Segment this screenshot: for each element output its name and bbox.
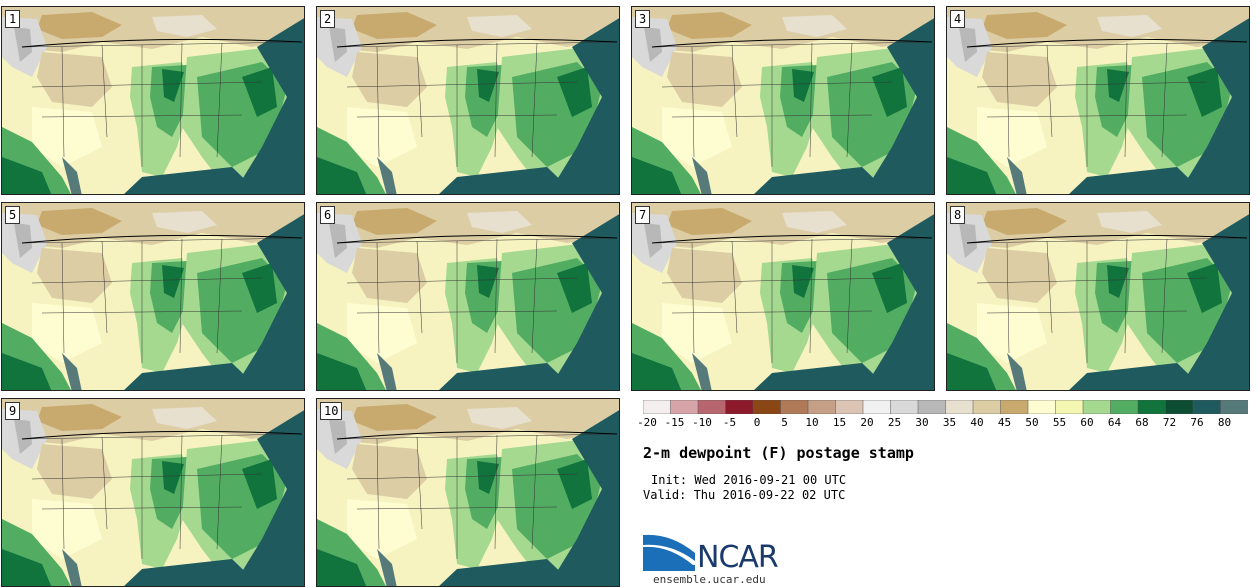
- init-time: Init: Wed 2016-09-21 00 UTC: [651, 473, 847, 487]
- colorbar-swatch: [725, 400, 754, 414]
- colorbar-swatch: [643, 400, 672, 414]
- member-map-10: 10: [316, 398, 620, 587]
- colorbar-tick-label: -15: [664, 416, 685, 429]
- colorbar-tick-label: 35: [942, 416, 957, 429]
- member-map-9: 9: [1, 398, 305, 587]
- member-number-label: 9: [5, 402, 21, 420]
- member-map-1: 1: [1, 6, 305, 195]
- member-map-6: 6: [316, 202, 620, 391]
- colorbar-tick-label: 5: [781, 416, 788, 429]
- colorbar-swatch: [862, 400, 892, 414]
- colorbar-tick-label: 10: [805, 416, 819, 429]
- colorbar-swatch: [945, 400, 974, 414]
- colorbar-tick-label: 55: [1052, 416, 1067, 429]
- member-map-2: 2: [316, 6, 620, 195]
- colorbar-tick-label: 72: [1162, 416, 1177, 429]
- colorbar-swatch: [1000, 400, 1029, 414]
- ncar-logo-icon: [643, 534, 695, 571]
- colorbar-swatch: [1027, 400, 1057, 414]
- colorbar-swatch: [1055, 400, 1084, 414]
- colorbar-swatch: [835, 400, 864, 414]
- dewpoint-colorbar: [643, 400, 1248, 414]
- colorbar-tick-label: 40: [970, 416, 984, 429]
- colorbar-swatch: [1165, 400, 1194, 414]
- member-number-label: 6: [320, 206, 336, 224]
- member-number-label: 1: [5, 10, 21, 28]
- member-map-4: 4: [946, 6, 1250, 195]
- member-number-label: 10: [320, 402, 343, 420]
- colorbar-swatch: [752, 400, 782, 414]
- member-map-8: 8: [946, 202, 1250, 391]
- colorbar-tick-label: 50: [1025, 416, 1039, 429]
- colorbar-swatch: [1110, 400, 1139, 414]
- member-number-label: 8: [950, 206, 966, 224]
- colorbar-tick-label: 68: [1135, 416, 1149, 429]
- member-map-7: 7: [631, 202, 935, 391]
- colorbar-swatch: [890, 400, 919, 414]
- colorbar-tick-label: 0: [753, 416, 761, 429]
- member-map-3: 3: [631, 6, 935, 195]
- colorbar-tick-label: 30: [915, 416, 929, 429]
- colorbar-tick-label: 80: [1217, 416, 1232, 429]
- ensemble-url: ensemble.ucar.edu: [653, 573, 766, 586]
- colorbar-swatch: [1082, 400, 1112, 414]
- member-number-label: 3: [635, 10, 651, 28]
- member-number-label: 4: [950, 10, 966, 28]
- colorbar-tick-label: 25: [887, 416, 902, 429]
- member-number-label: 2: [320, 10, 336, 28]
- colorbar-swatch: [1192, 400, 1222, 414]
- figure-title: 2-m dewpoint (F) postage stamp: [643, 444, 914, 462]
- colorbar-swatch: [1220, 400, 1248, 414]
- colorbar-swatch: [780, 400, 809, 414]
- colorbar-tick-label: 76: [1190, 416, 1204, 429]
- colorbar-tick-label: -10: [692, 416, 712, 429]
- colorbar-swatch: [697, 400, 727, 414]
- member-number-label: 7: [635, 206, 651, 224]
- colorbar-tick-label: 15: [832, 416, 847, 429]
- colorbar-tick-label: 45: [997, 416, 1012, 429]
- colorbar-tick-label: 20: [860, 416, 874, 429]
- colorbar-swatch: [917, 400, 947, 414]
- colorbar-tick-label: 60: [1080, 416, 1094, 429]
- valid-time: Valid: Thu 2016-09-22 02 UTC: [643, 488, 846, 502]
- colorbar-swatch: [670, 400, 699, 414]
- colorbar-swatch: [1137, 400, 1167, 414]
- ncar-logo-text: NCAR: [697, 540, 779, 575]
- colorbar-tick-label: -5: [722, 416, 737, 429]
- colorbar-tick-label: -20: [637, 416, 657, 429]
- member-number-label: 5: [5, 206, 21, 224]
- colorbar-swatch: [807, 400, 837, 414]
- member-map-5: 5: [1, 202, 305, 391]
- colorbar-tick-label: 64: [1107, 416, 1122, 429]
- colorbar-swatch: [972, 400, 1002, 414]
